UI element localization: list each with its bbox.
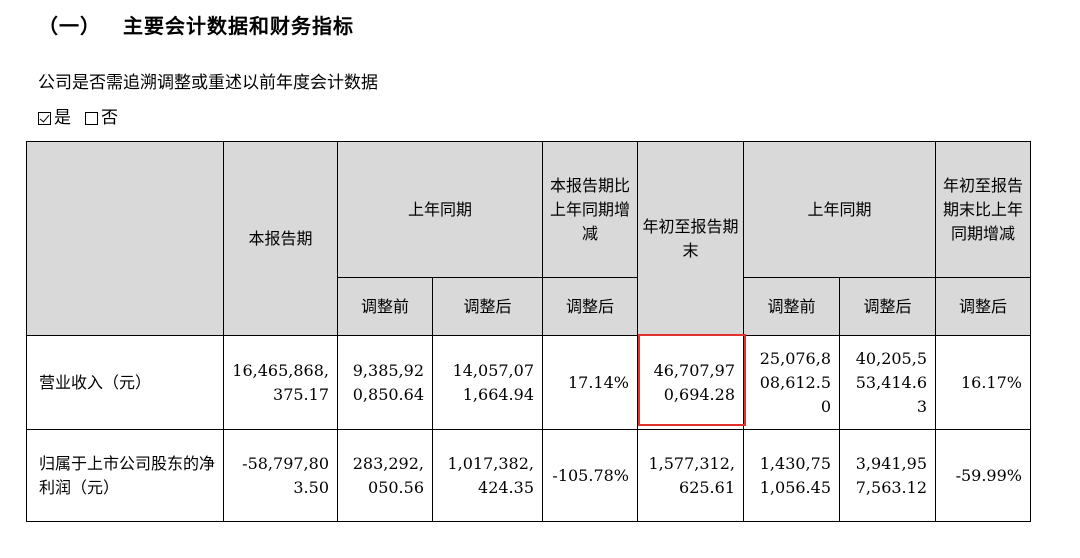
header-after-adjust-change: 调整后 xyxy=(542,277,638,336)
header-ytd: 年初至报告期末 xyxy=(637,141,744,336)
cell-current: 16,465,868,375.17 xyxy=(223,335,338,430)
cell-prior-before: 283,292,050.56 xyxy=(337,429,433,522)
cell-ytd-change: 16.17% xyxy=(935,335,1031,430)
header-before-adjust-ytd: 调整前 xyxy=(743,277,840,336)
section-heading: （一） 主要会计数据和财务指标 xyxy=(38,6,354,46)
cell-prior-before: 9,385,920,850.64 xyxy=(337,335,433,430)
restatement-options: 是 否 xyxy=(38,104,118,132)
cell-prior-ytd-after: 3,941,957,563.12 xyxy=(839,429,936,522)
checkbox-no-icon[interactable] xyxy=(85,111,98,125)
header-row-1: 本报告期 上年同期 本报告期比上年同期增减 年初至报告期末 上年同期 年初至报告… xyxy=(26,141,1031,336)
header-corner xyxy=(26,141,224,336)
checkbox-yes-icon[interactable] xyxy=(38,111,51,125)
cell-ytd-change: -59.99% xyxy=(935,429,1031,522)
cell-change: 17.14% xyxy=(542,335,638,430)
header-period-change: 本报告期比上年同期增减 xyxy=(542,141,638,278)
option-no[interactable]: 否 xyxy=(85,104,118,132)
option-yes[interactable]: 是 xyxy=(38,104,71,132)
header-after-adjust-ytd-change: 调整后 xyxy=(935,277,1031,336)
cell-current: -58,797,803.50 xyxy=(223,429,338,522)
section-number: （一） xyxy=(38,14,101,38)
row-label: 营业收入（元） xyxy=(26,335,224,430)
restatement-question: 公司是否需追溯调整或重述以前年度会计数据 xyxy=(38,73,378,93)
table-row: 营业收入（元） 16,465,868,375.17 9,385,920,850.… xyxy=(26,335,1031,430)
table-row: 归属于上市公司股东的净利润（元） -58,797,803.50 283,292,… xyxy=(26,429,1031,522)
header-row-2: 调整前 调整后 调整后 调整前 调整后 调整后 xyxy=(27,277,1031,336)
header-ytd-change: 年初至报告期末比上年同期增减 xyxy=(935,141,1031,278)
section-title: 主要会计数据和财务指标 xyxy=(123,14,354,38)
cell-prior-after: 1,017,382,424.35 xyxy=(432,429,543,522)
header-last-year-same-period: 上年同期 xyxy=(337,141,543,278)
option-yes-label: 是 xyxy=(54,108,71,128)
financial-data-table: 本报告期 上年同期 本报告期比上年同期增减 年初至报告期末 上年同期 年初至报告… xyxy=(26,141,1031,522)
header-last-year-same-period-ytd: 上年同期 xyxy=(743,141,936,278)
cell-prior-after: 14,057,071,664.94 xyxy=(432,335,543,430)
row-label: 归属于上市公司股东的净利润（元） xyxy=(26,429,224,522)
cell-change: -105.78% xyxy=(542,429,638,522)
header-after-adjust-ytd: 调整后 xyxy=(839,277,936,336)
cell-ytd: 1,577,312,625.61 xyxy=(637,429,744,522)
cell-prior-ytd-before: 25,076,808,612.50 xyxy=(743,335,840,430)
header-current-period: 本报告期 xyxy=(223,141,338,336)
option-no-label: 否 xyxy=(101,108,118,128)
header-before-adjust: 调整前 xyxy=(337,277,433,336)
cell-prior-ytd-before: 1,430,751,056.45 xyxy=(743,429,840,522)
cell-prior-ytd-after: 40,205,553,414.63 xyxy=(839,335,936,430)
header-after-adjust: 调整后 xyxy=(432,277,543,336)
cell-ytd: 46,707,970,694.28 xyxy=(637,335,744,430)
